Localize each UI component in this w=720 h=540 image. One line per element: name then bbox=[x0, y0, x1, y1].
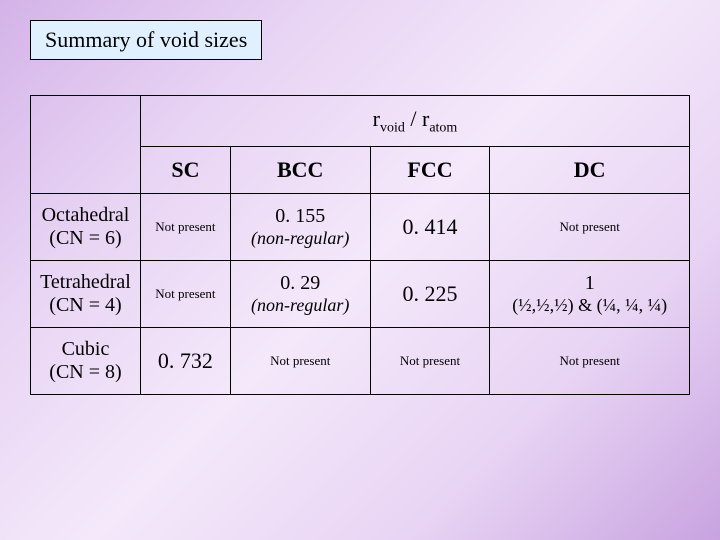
ratio-sub1: void bbox=[380, 120, 405, 135]
table-wrapper: rvoid / ratom SC BCC FCC DC Octahedral (… bbox=[30, 95, 690, 395]
row-cubic: Cubic (CN = 8) 0. 732 Not present Not pr… bbox=[31, 328, 690, 395]
cub-bcc-text: Not present bbox=[235, 353, 366, 369]
cub-fcc-text: Not present bbox=[375, 353, 486, 369]
oct-dc: Not present bbox=[490, 194, 690, 261]
oct-sc-text: Not present bbox=[145, 219, 226, 235]
cub-sc: 0. 732 bbox=[140, 328, 230, 395]
cub-label-2: (CN = 8) bbox=[37, 361, 134, 384]
tet-dc-l2: (½,½,½) & (¼, ¼, ¼) bbox=[494, 295, 685, 316]
row-header-tet: Tetrahedral (CN = 4) bbox=[31, 261, 141, 328]
col-header-sc: SC bbox=[140, 147, 230, 194]
header-row-1: rvoid / ratom bbox=[31, 96, 690, 147]
cub-bcc: Not present bbox=[230, 328, 370, 395]
cub-fcc: Not present bbox=[370, 328, 490, 395]
corner-empty bbox=[31, 96, 141, 194]
row-tetrahedral: Tetrahedral (CN = 4) Not present 0. 29 (… bbox=[31, 261, 690, 328]
tet-bcc: 0. 29 (non-regular) bbox=[230, 261, 370, 328]
tet-bcc-note: (non-regular) bbox=[235, 295, 366, 316]
tet-sc-text: Not present bbox=[145, 286, 226, 302]
oct-dc-text: Not present bbox=[494, 219, 685, 235]
tet-bcc-val: 0. 29 bbox=[235, 272, 366, 295]
cub-dc-text: Not present bbox=[494, 353, 685, 369]
col-header-fcc: FCC bbox=[370, 147, 490, 194]
ratio-header: rvoid / ratom bbox=[140, 96, 689, 147]
row-header-cub: Cubic (CN = 8) bbox=[31, 328, 141, 395]
tet-label-1: Tetrahedral bbox=[37, 271, 134, 294]
tet-dc-l1: 1 bbox=[494, 272, 685, 295]
ratio-sub2: atom bbox=[429, 120, 457, 135]
oct-bcc: 0. 155 (non-regular) bbox=[230, 194, 370, 261]
void-sizes-table: rvoid / ratom SC BCC FCC DC Octahedral (… bbox=[30, 95, 690, 395]
ratio-slash: / bbox=[405, 106, 422, 131]
cub-dc: Not present bbox=[490, 328, 690, 395]
row-octahedral: Octahedral (CN = 6) Not present 0. 155 (… bbox=[31, 194, 690, 261]
oct-label-2: (CN = 6) bbox=[37, 227, 134, 250]
ratio-r1: r bbox=[373, 106, 380, 131]
col-header-dc: DC bbox=[490, 147, 690, 194]
cub-label-1: Cubic bbox=[37, 338, 134, 361]
oct-bcc-val: 0. 155 bbox=[235, 205, 366, 228]
tet-sc: Not present bbox=[140, 261, 230, 328]
oct-fcc: 0. 414 bbox=[370, 194, 490, 261]
tet-fcc: 0. 225 bbox=[370, 261, 490, 328]
title-text: Summary of void sizes bbox=[45, 27, 247, 52]
oct-sc: Not present bbox=[140, 194, 230, 261]
tet-dc: 1 (½,½,½) & (¼, ¼, ¼) bbox=[490, 261, 690, 328]
oct-bcc-note: (non-regular) bbox=[235, 228, 366, 249]
title-box: Summary of void sizes bbox=[30, 20, 262, 60]
row-header-oct: Octahedral (CN = 6) bbox=[31, 194, 141, 261]
tet-label-2: (CN = 4) bbox=[37, 294, 134, 317]
col-header-bcc: BCC bbox=[230, 147, 370, 194]
oct-label-1: Octahedral bbox=[37, 204, 134, 227]
